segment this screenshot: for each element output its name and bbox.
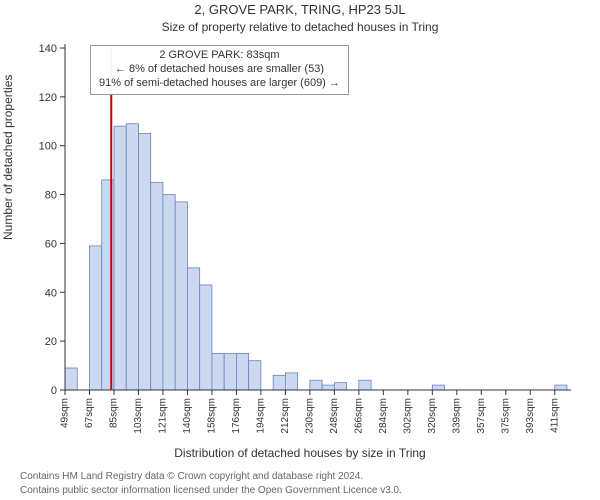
chart-title: 2, GROVE PARK, TRING, HP23 5JL (0, 2, 600, 17)
svg-text:393sqm: 393sqm (525, 398, 536, 434)
svg-text:375sqm: 375sqm (500, 398, 511, 434)
footer-line-1: Contains HM Land Registry data © Crown c… (20, 471, 363, 482)
annotation-box: 2 GROVE PARK: 83sqm ← 8% of detached hou… (90, 45, 349, 95)
svg-text:320sqm: 320sqm (427, 398, 438, 434)
svg-text:266sqm: 266sqm (353, 398, 364, 434)
svg-text:49sqm: 49sqm (60, 398, 71, 428)
footer-line-2: Contains public sector information licen… (20, 485, 402, 496)
svg-text:121sqm: 121sqm (158, 398, 169, 434)
svg-text:176sqm: 176sqm (231, 398, 242, 434)
svg-text:339sqm: 339sqm (451, 398, 462, 434)
svg-text:103sqm: 103sqm (133, 398, 144, 434)
svg-text:302sqm: 302sqm (402, 398, 413, 434)
svg-text:40: 40 (45, 287, 57, 299)
svg-text:100: 100 (39, 141, 57, 153)
annotation-line-1: 2 GROVE PARK: 83sqm (99, 49, 340, 63)
svg-text:60: 60 (45, 238, 57, 250)
svg-text:120: 120 (39, 92, 57, 104)
svg-text:80: 80 (45, 190, 57, 202)
annotation-line-3: 91% of semi-detached houses are larger (… (99, 77, 340, 91)
chart-subtitle: Size of property relative to detached ho… (0, 20, 600, 34)
svg-text:212sqm: 212sqm (280, 398, 291, 434)
svg-text:0: 0 (51, 385, 57, 397)
svg-text:140: 140 (39, 43, 57, 55)
svg-text:230sqm: 230sqm (305, 398, 316, 434)
y-axis-label: Number of detached properties (1, 75, 15, 240)
svg-text:194sqm: 194sqm (256, 398, 267, 434)
svg-text:248sqm: 248sqm (329, 398, 340, 434)
svg-text:284sqm: 284sqm (378, 398, 389, 434)
svg-text:67sqm: 67sqm (84, 398, 95, 428)
x-axis-label: Distribution of detached houses by size … (0, 446, 600, 460)
svg-text:85sqm: 85sqm (109, 398, 120, 428)
annotation-line-2: ← 8% of detached houses are smaller (53) (99, 63, 340, 77)
svg-text:140sqm: 140sqm (182, 398, 193, 434)
svg-text:357sqm: 357sqm (476, 398, 487, 434)
svg-text:20: 20 (45, 336, 57, 348)
svg-text:411sqm: 411sqm (549, 398, 560, 433)
svg-text:158sqm: 158sqm (207, 398, 218, 434)
